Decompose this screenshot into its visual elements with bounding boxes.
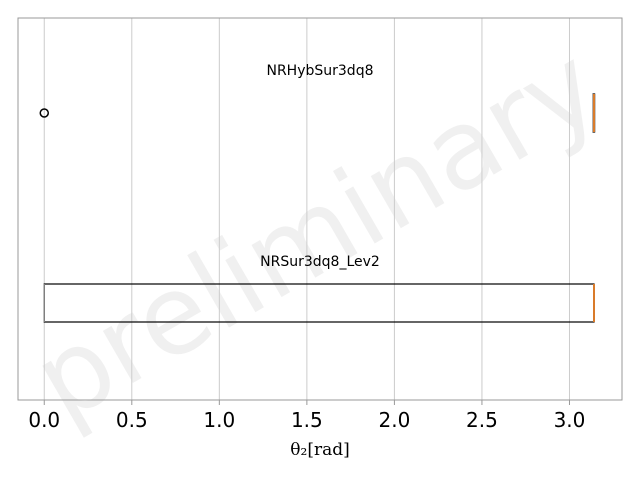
outlier-point bbox=[39, 108, 50, 118]
x-tick-label: 2.5 bbox=[466, 408, 498, 432]
x-tick-label: 1.0 bbox=[203, 408, 235, 432]
x-tick-label: 0.0 bbox=[28, 408, 60, 432]
plot-frame bbox=[17, 17, 623, 401]
x-tick-label: 1.5 bbox=[291, 408, 323, 432]
grid-lines bbox=[43, 18, 570, 400]
x-axis-ticks: 0.0 0.5 1.0 1.5 2.0 2.5 3.0 bbox=[28, 400, 585, 432]
x-tick-label: 3.0 bbox=[554, 408, 586, 432]
x-axis-label: θ₂[rad] bbox=[290, 440, 349, 460]
x-tick-label: 0.5 bbox=[116, 408, 148, 432]
watermark-text: preliminary bbox=[13, 21, 620, 445]
box-label: NRHybSur3dq8 bbox=[266, 63, 373, 79]
box-plots: NRHybSur3dq8 NRSur3dq8_Lev2 bbox=[39, 63, 596, 323]
box-label: NRSur3dq8_Lev2 bbox=[260, 254, 380, 270]
x-tick-label: 2.0 bbox=[378, 408, 410, 432]
